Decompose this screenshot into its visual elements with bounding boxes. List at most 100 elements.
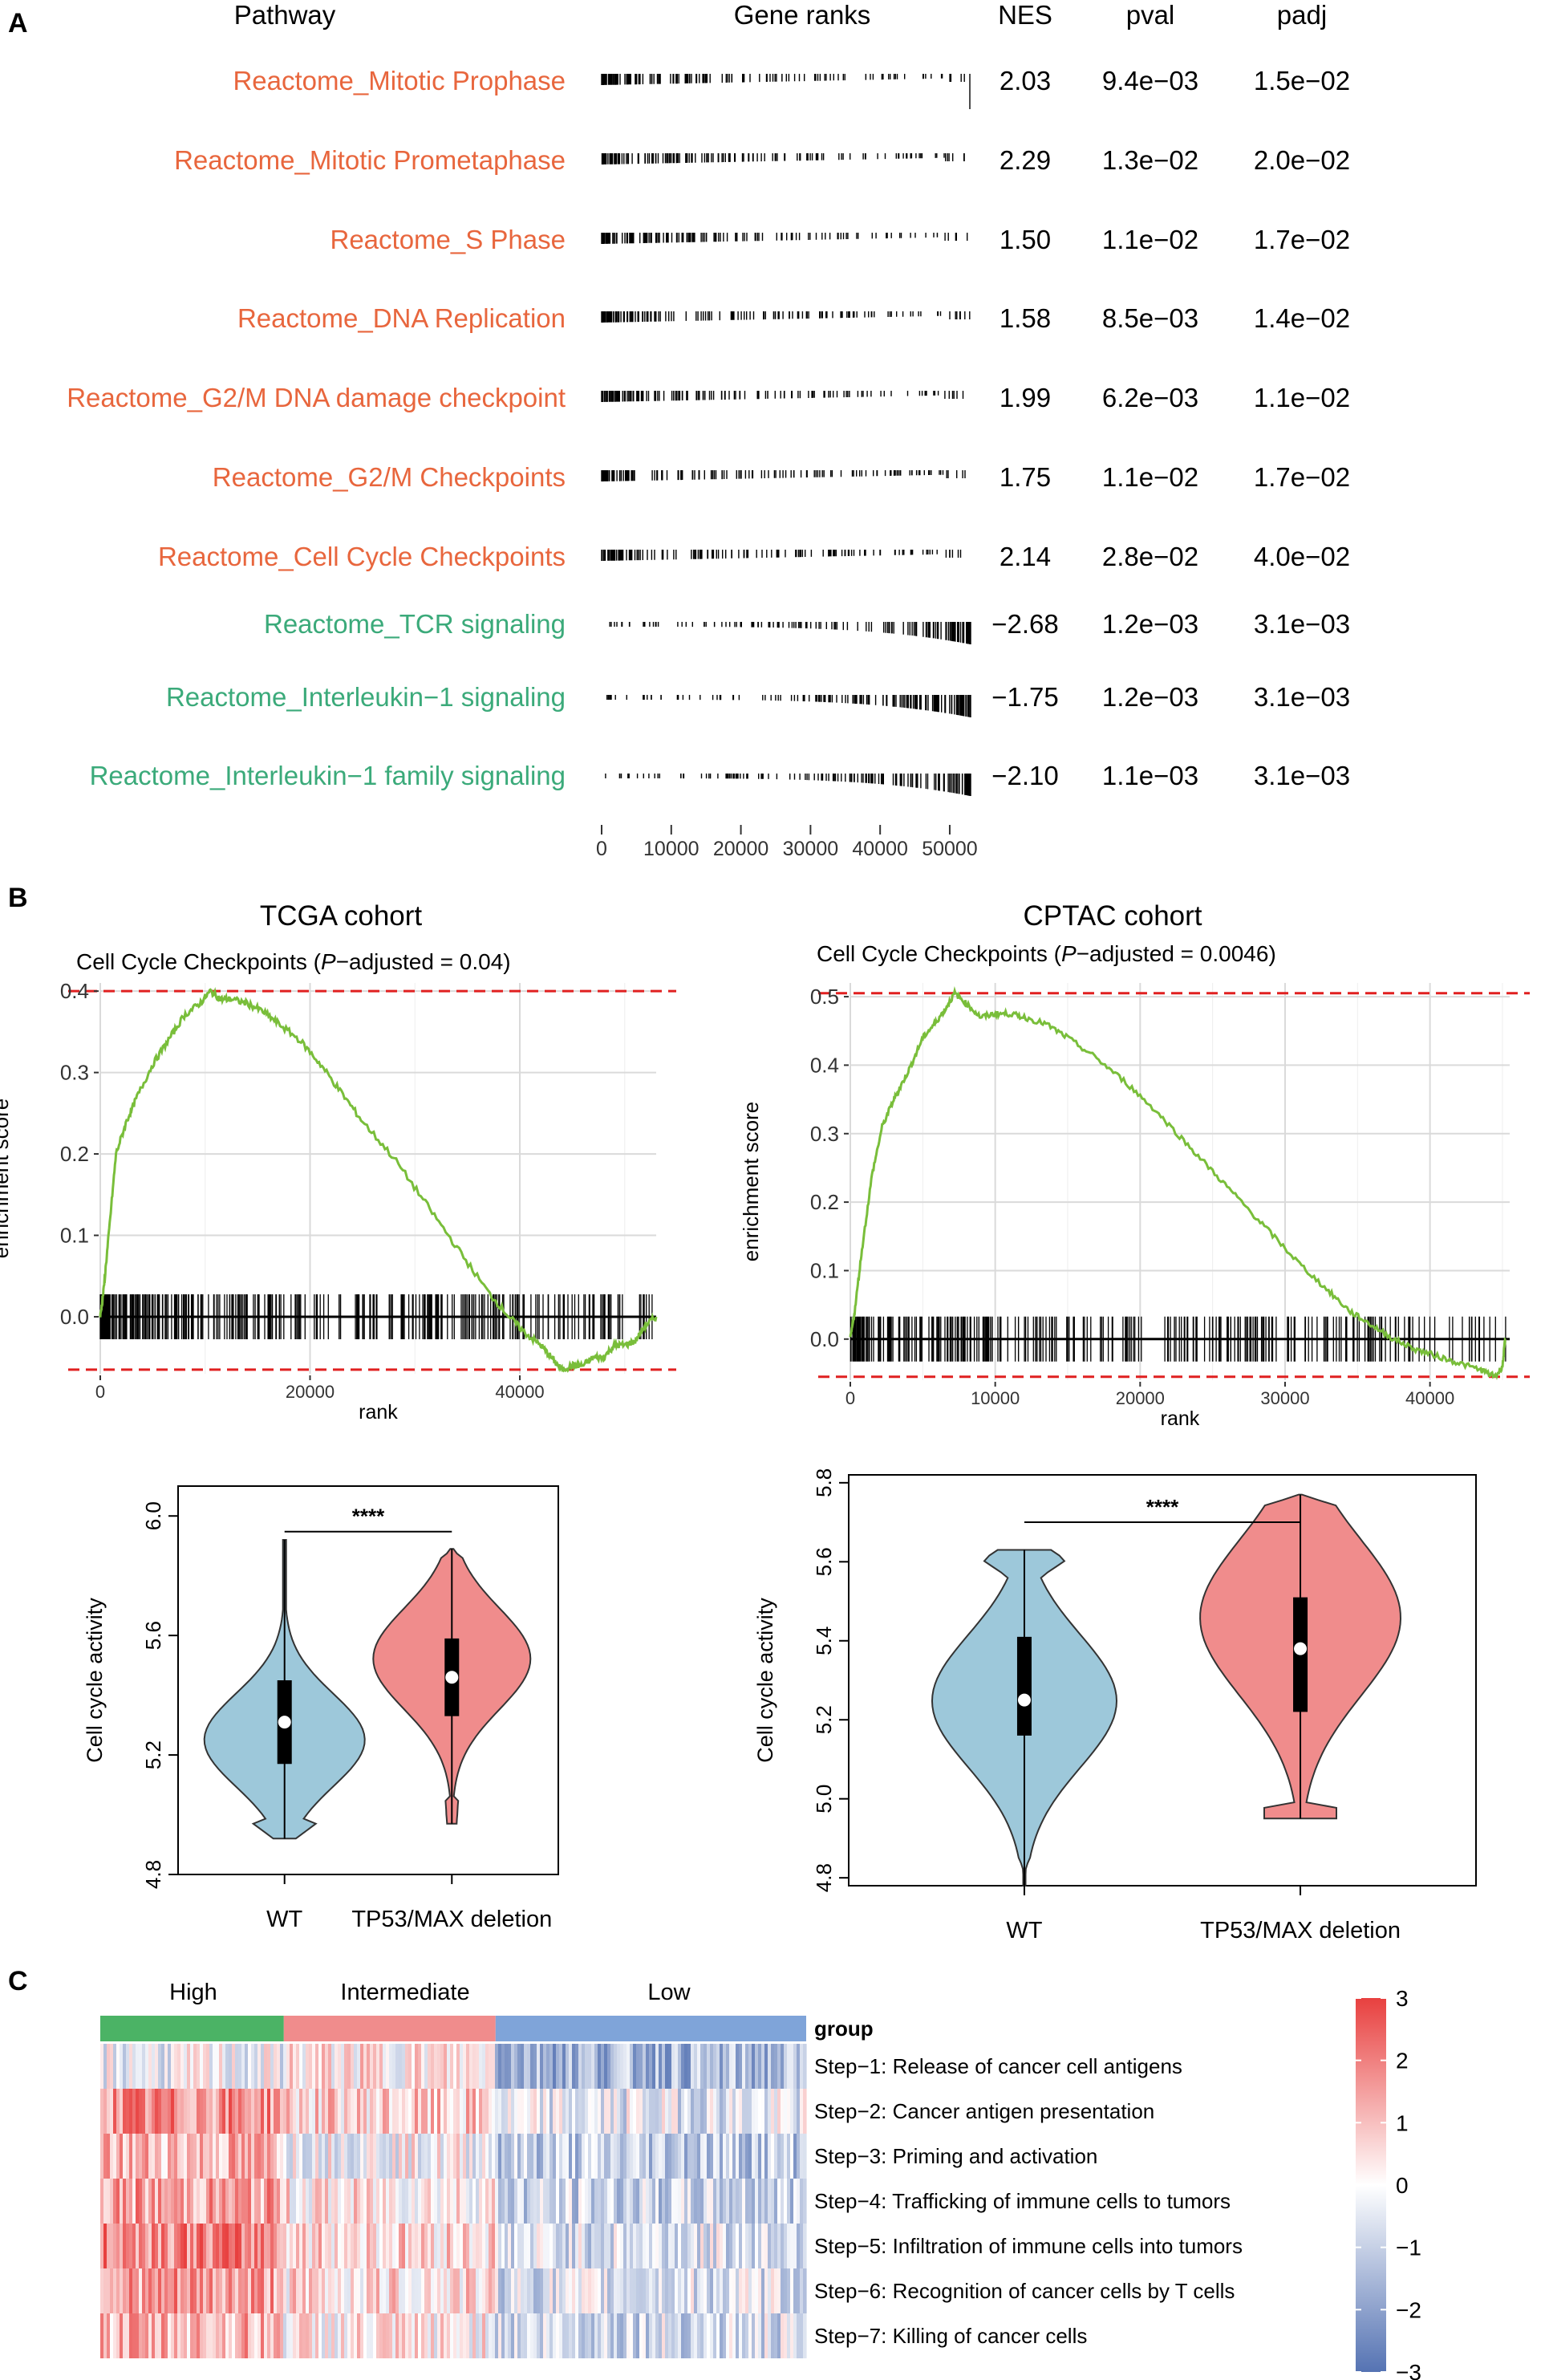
heatmap-cell (424, 2224, 428, 2268)
heatmap-cell (501, 2313, 505, 2358)
heatmap-cell (386, 2179, 390, 2224)
gene-rank-tick-marks (601, 391, 964, 402)
heatmap-cell (472, 2134, 476, 2179)
heatmap-cell (498, 2089, 502, 2134)
heatmap-cell (498, 2268, 502, 2313)
heatmap-cell (116, 2268, 120, 2313)
heatmap-cell (139, 2224, 143, 2268)
pathway-name: Reactome_G2/M Checkpoints (213, 462, 566, 492)
heatmap-cell (254, 2134, 258, 2179)
heatmap-cell (607, 2044, 611, 2089)
heatmap-cell (710, 2134, 714, 2179)
heatmap-cell (713, 2268, 717, 2313)
heatmap-cell (100, 2268, 104, 2313)
heatmap-cell (501, 2224, 505, 2268)
heatmap-cell (222, 2089, 226, 2134)
heatmap-cell (405, 2044, 409, 2089)
heatmap-cell (476, 2179, 480, 2224)
x-tick-label: 40000 (495, 1382, 544, 1402)
pval-value: 2.8e−02 (1102, 542, 1198, 571)
heatmap-cell (800, 2089, 804, 2134)
y-tick-label: 0.2 (810, 1190, 839, 1214)
heatmap-cell (405, 2179, 409, 2224)
heatmap-cell (450, 2313, 454, 2358)
heatmap-cell (742, 2313, 746, 2358)
heatmap-cell (123, 2224, 127, 2268)
pathway-name: Reactome_Cell Cycle Checkpoints (158, 542, 566, 571)
heatmap-cell (120, 2134, 124, 2179)
heatmap-cell (453, 2179, 457, 2224)
heatmap-cell (764, 2044, 768, 2089)
heatmap-cell (241, 2044, 245, 2089)
heatmap-cell (328, 2179, 332, 2224)
heatmap-cell (601, 2224, 605, 2268)
heatmap-cell (440, 2044, 444, 2089)
heatmap-cell (752, 2268, 756, 2313)
heatmap-row (100, 2044, 807, 2089)
heatmap-cell (748, 2089, 752, 2134)
heatmap-cell (123, 2044, 127, 2089)
heatmap-cell (379, 2044, 383, 2089)
heatmap-cell (309, 2268, 313, 2313)
heatmap-cell (768, 2224, 772, 2268)
heatmap-cell (456, 2224, 460, 2268)
heatmap-cell (787, 2134, 791, 2179)
heatmap-cell (710, 2313, 714, 2358)
heatmap-cell (325, 2268, 329, 2313)
heatmap-cell (225, 2313, 229, 2358)
heatmap-cell (116, 2134, 120, 2179)
heatmap-cell (665, 2224, 669, 2268)
heatmap-cell (678, 2179, 682, 2224)
heatmap-cell (623, 2179, 627, 2224)
heatmap-cell (274, 2179, 278, 2224)
heatmap-cell (187, 2089, 191, 2134)
heatmap-cell (530, 2179, 534, 2224)
heatmap-cell (771, 2179, 775, 2224)
heatmap-cell (578, 2179, 582, 2224)
heatmap-cell (261, 2179, 265, 2224)
heatmap-cell (437, 2224, 441, 2268)
heatmap-cell (505, 2179, 509, 2224)
heatmap-cell (790, 2268, 794, 2313)
heatmap-cell (572, 2224, 576, 2268)
heatmap-cell (469, 2089, 473, 2134)
heatmap-cell (431, 2224, 435, 2268)
heatmap-cell (527, 2313, 531, 2358)
gene-rank-tick-marks (601, 74, 971, 109)
heatmap-row-label: Step−3: Priming and activation (814, 2144, 1097, 2168)
heatmap-cell (716, 2179, 720, 2224)
heatmap-cell (219, 2179, 223, 2224)
heatmap-cell (479, 2313, 483, 2358)
colorbar-tick-label: −1 (1396, 2236, 1421, 2260)
heatmap-cell (800, 2179, 804, 2224)
heatmap-cell (261, 2224, 265, 2268)
heatmap-cell (514, 2134, 518, 2179)
heatmap-cell (132, 2268, 136, 2313)
heatmap-cell (103, 2224, 107, 2268)
heatmap-cell (245, 2044, 249, 2089)
heatmap-cell (232, 2224, 236, 2268)
heatmap-cell (482, 2089, 486, 2134)
heatmap-cell (103, 2268, 107, 2313)
heatmap-cell (213, 2134, 217, 2179)
heatmap-cell (383, 2179, 387, 2224)
heatmap-cell (373, 2313, 377, 2358)
heatmap-cell (328, 2268, 332, 2313)
heatmap-cell (585, 2268, 589, 2313)
heatmap-cell (187, 2134, 191, 2179)
padj-value: 1.7e−02 (1254, 462, 1350, 492)
heatmap-cell (742, 2044, 746, 2089)
y-tick-label: 0.1 (60, 1224, 89, 1248)
heatmap-cell (216, 2134, 220, 2179)
heatmap-cell (578, 2134, 582, 2179)
heatmap-cell (312, 2044, 316, 2089)
heatmap-cell (710, 2044, 714, 2089)
heatmap-cell (681, 2224, 685, 2268)
heatmap-cell (431, 2313, 435, 2358)
heatmap-cell (553, 2268, 557, 2313)
heatmap-cell (758, 2179, 762, 2224)
heatmap-cell (713, 2224, 717, 2268)
heatmap-cell (755, 2089, 759, 2134)
heatmap-cell (781, 2268, 785, 2313)
